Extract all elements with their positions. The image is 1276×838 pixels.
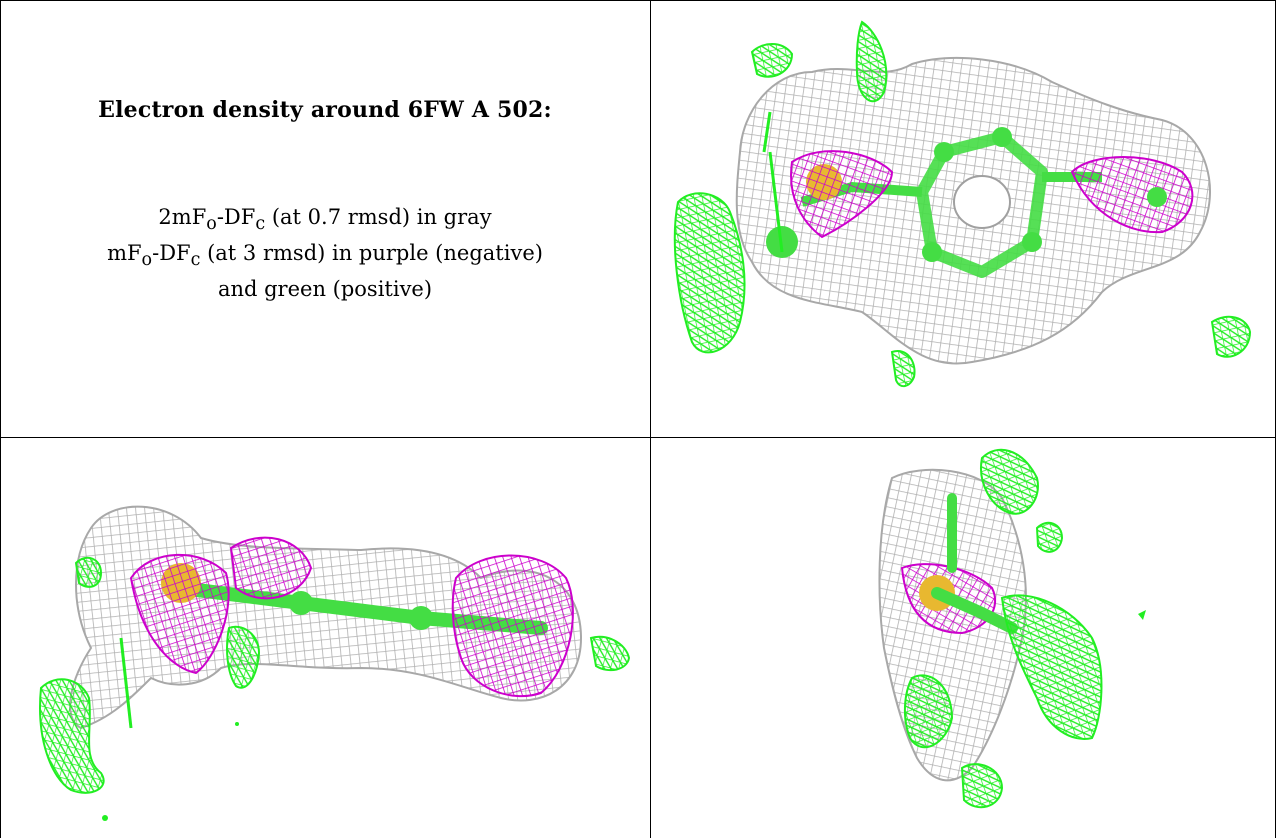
caption-line-2: mFo-DFc (at 3 rmsd) in purple (negative)	[107, 241, 543, 271]
table-border-middle	[650, 0, 651, 838]
green-mesh-4	[960, 763, 1004, 809]
purple-mesh-1	[129, 553, 230, 675]
green-mesh-5	[1035, 521, 1064, 553]
table-border-left	[0, 0, 1, 838]
table-border-top	[0, 0, 1276, 1]
purple-mesh-3	[451, 554, 574, 698]
caption-lines: 2mFo-DFc (at 0.7 rmsd) in gray mFo-DFc (…	[107, 203, 543, 304]
density-mesh-view-3	[878, 448, 1146, 809]
green-mesh-2	[1000, 594, 1103, 740]
green-mesh-left	[673, 192, 746, 354]
caption-cell: Electron density around 6FW A 502: 2mFo-…	[1, 1, 649, 437]
green-mesh-2	[74, 556, 103, 588]
caption-title: Electron density around 6FW A 502:	[98, 97, 552, 123]
view-bottom-right	[652, 438, 1274, 837]
table-border-row	[0, 437, 1276, 438]
density-mesh-view-2	[39, 505, 631, 821]
green-mesh-top-2	[855, 20, 888, 103]
green-mesh-3	[226, 625, 261, 689]
density-mesh-view-1	[673, 20, 1252, 388]
purple-mesh-2	[229, 536, 313, 600]
green-mesh-top-1	[750, 43, 794, 78]
purple-mesh-right	[1070, 156, 1194, 234]
green-mesh-bottom	[890, 350, 916, 388]
green-mesh-3	[904, 674, 954, 749]
caption-line-1: 2mFo-DFc (at 0.7 rmsd) in gray	[158, 205, 492, 235]
green-mesh-4	[589, 635, 631, 672]
purple-mesh-left	[790, 150, 894, 239]
view-bottom-left	[1, 438, 649, 837]
green-mesh-1	[980, 448, 1039, 515]
green-mesh-right	[1210, 315, 1252, 358]
green-mesh-1	[39, 678, 105, 794]
caption-line-3: and green (positive)	[217, 277, 433, 302]
view-top-right	[652, 2, 1274, 436]
